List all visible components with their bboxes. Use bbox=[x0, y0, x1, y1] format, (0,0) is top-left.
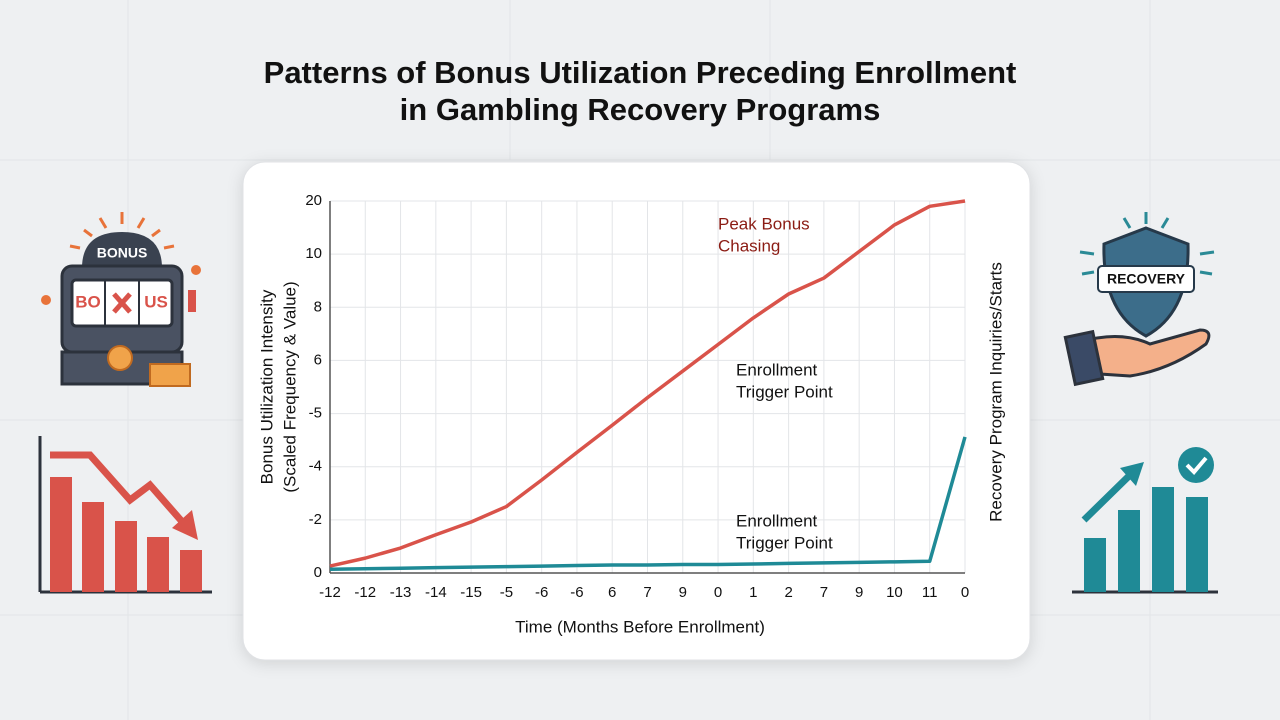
subtitle: in Gambling Recovery Programs bbox=[400, 92, 881, 127]
x-tick-label: -12 bbox=[319, 584, 341, 601]
recovery-shield-icon: RECOVERY bbox=[1063, 212, 1215, 387]
annotation: Chasing bbox=[718, 236, 780, 255]
x-tick-label: 10 bbox=[886, 584, 903, 601]
chart-card bbox=[242, 161, 1031, 661]
data-line bbox=[329, 199, 966, 568]
x-tick-label: 1 bbox=[749, 584, 757, 601]
x-tick-label: -5 bbox=[500, 584, 513, 601]
y-axis-title: (Scaled Frequency & Value) bbox=[280, 281, 299, 492]
x-tick-label: -14 bbox=[425, 584, 447, 601]
y-tick-label: 0 bbox=[314, 564, 322, 581]
title: Patterns of Bonus Utilization Preceding … bbox=[264, 55, 1017, 90]
x-tick-label: -15 bbox=[460, 584, 482, 601]
annotation: Enrollment bbox=[736, 511, 818, 530]
rising-bars-icon bbox=[1072, 447, 1218, 594]
y-tick-label: 6 bbox=[314, 351, 322, 368]
x-tick-label: -12 bbox=[354, 584, 376, 601]
slot-machine-icon: BONUS BO US bbox=[41, 212, 201, 387]
data-line bbox=[329, 436, 967, 572]
x-tick-label: -6 bbox=[535, 584, 548, 601]
y-tick-label: -2 bbox=[309, 511, 322, 528]
shield-label: RECOVERY bbox=[1107, 271, 1186, 287]
x-tick-label: -13 bbox=[390, 584, 412, 601]
slot-left-label: BO bbox=[75, 292, 101, 311]
slot-right-label: US bbox=[144, 292, 168, 311]
x-tick-label: 6 bbox=[608, 584, 616, 601]
declining-bars-icon bbox=[38, 436, 212, 594]
x-axis-title: Time (Months Before Enrollment) bbox=[515, 617, 765, 636]
y-tick-label: 10 bbox=[305, 245, 322, 262]
annotation: Enrollment bbox=[736, 360, 818, 379]
x-tick-label: 7 bbox=[820, 584, 828, 601]
y-tick-label: 8 bbox=[314, 298, 322, 315]
annotation: Peak Bonus bbox=[718, 214, 810, 233]
x-tick-label: 0 bbox=[714, 584, 722, 601]
slot-top-label: BONUS bbox=[97, 245, 148, 261]
x-tick-label: 7 bbox=[643, 584, 651, 601]
annotation: Trigger Point bbox=[736, 533, 833, 552]
x-tick-label: -6 bbox=[570, 584, 583, 601]
y-tick-label: 20 bbox=[305, 192, 322, 209]
x-tick-label: 9 bbox=[679, 584, 687, 601]
annotation: Trigger Point bbox=[736, 382, 833, 401]
y2-axis-title: Recovery Program Inquiries/Starts bbox=[986, 262, 1005, 522]
x-tick-label: 2 bbox=[784, 584, 792, 601]
y-tick-label: -4 bbox=[309, 458, 322, 475]
x-tick-label: 9 bbox=[855, 584, 863, 601]
y-axis-title: Bonus Utilization Intensity bbox=[257, 289, 276, 484]
x-tick-label: 11 bbox=[922, 584, 938, 601]
x-tick-label: 0 bbox=[961, 584, 969, 601]
y-tick-label: -5 bbox=[309, 405, 322, 422]
